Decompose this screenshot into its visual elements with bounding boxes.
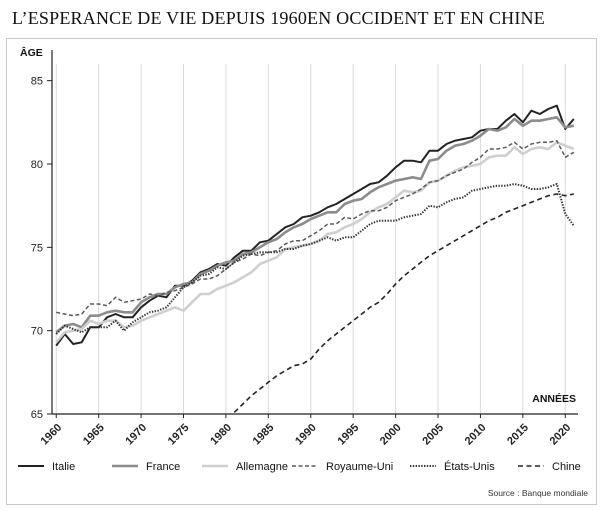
x-tick-label: 1965 [81, 422, 107, 448]
series-line-chine [233, 193, 574, 413]
series-line--tats-unis [55, 183, 575, 335]
x-tick-label: 1970 [123, 422, 149, 448]
x-tick-label: 2020 [548, 422, 574, 448]
legend-label: États-Unis [444, 460, 495, 473]
legend-label: Chine [552, 461, 581, 473]
series-line-royaume-uni [56, 139, 575, 317]
x-tick-label: 1985 [251, 422, 277, 448]
chart-title: L’ESPERANCE DE VIE DEPUIS 1960EN OCCIDEN… [12, 8, 545, 28]
x-tick-label: 2005 [420, 422, 446, 448]
x-tick-label: 1960 [39, 422, 65, 448]
legend-label: Allemagne [236, 461, 288, 473]
y-tick-label: 75 [31, 242, 43, 254]
y-tick-label: 65 [31, 409, 43, 421]
chart-frame [6, 38, 597, 505]
legend-label: Royaume-Uni [326, 461, 393, 473]
x-tick-label: 1980 [208, 422, 234, 448]
x-tick-label: 2015 [505, 422, 531, 448]
y-axis-title: ÂGE [20, 46, 43, 59]
legend-label: Italie [52, 461, 75, 473]
x-tick-label: 2010 [463, 422, 489, 448]
legend-label: France [146, 461, 180, 473]
y-tick-label: 80 [31, 159, 43, 171]
y-tick-label: 70 [31, 326, 43, 338]
series-line-france [55, 116, 575, 334]
x-axis-title: ANNÉES [532, 392, 576, 405]
source-note: Source : Banque mondiale [488, 488, 588, 498]
x-tick-label: 2000 [378, 422, 404, 448]
x-tick-label: 1975 [166, 422, 192, 448]
x-tick-label: 1995 [336, 422, 362, 448]
y-tick-label: 85 [31, 76, 43, 88]
x-tick-label: 1990 [293, 422, 319, 448]
